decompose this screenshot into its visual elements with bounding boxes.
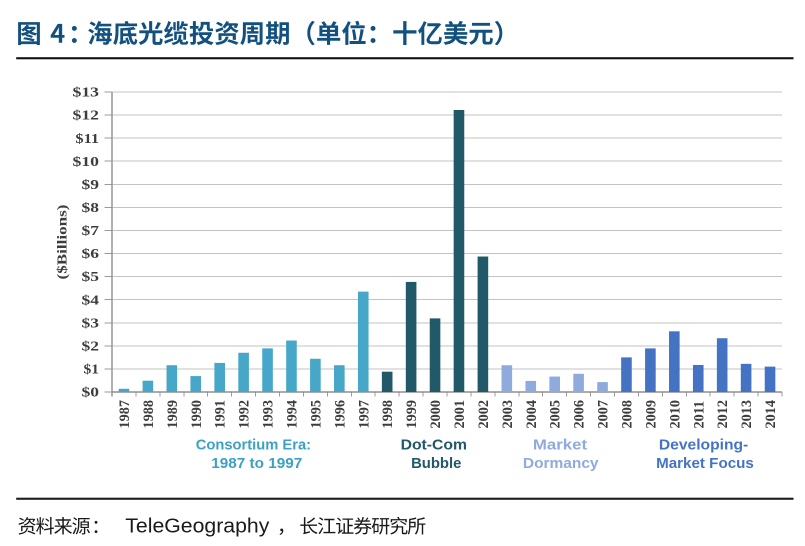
svg-text:1988: 1988 — [141, 400, 157, 428]
svg-text:2004: 2004 — [523, 399, 539, 428]
svg-text:Bubble: Bubble — [411, 456, 461, 472]
svg-text:2009: 2009 — [643, 400, 659, 428]
svg-text:Dot-Com: Dot-Com — [401, 437, 467, 453]
svg-text:2011: 2011 — [691, 401, 707, 429]
svg-text:1989: 1989 — [165, 400, 181, 428]
svg-text:$6: $6 — [82, 247, 100, 262]
svg-text:1998: 1998 — [380, 400, 396, 428]
svg-text:$0: $0 — [82, 385, 100, 400]
svg-text:2012: 2012 — [715, 400, 731, 428]
svg-text:2003: 2003 — [500, 400, 516, 428]
svg-text:$2: $2 — [82, 339, 100, 354]
svg-text:$7: $7 — [82, 224, 100, 239]
svg-text:$10: $10 — [73, 155, 100, 170]
svg-text:$3: $3 — [82, 316, 100, 331]
svg-text:2010: 2010 — [667, 400, 683, 428]
svg-text:1995: 1995 — [308, 400, 324, 428]
svg-text:$8: $8 — [82, 201, 100, 216]
svg-text:2007: 2007 — [595, 400, 611, 428]
svg-text:1999: 1999 — [404, 400, 420, 428]
svg-text:2006: 2006 — [571, 400, 587, 428]
svg-text:1990: 1990 — [188, 400, 204, 428]
svg-text:2014: 2014 — [763, 399, 779, 428]
svg-text:$12: $12 — [73, 109, 100, 124]
svg-text:2000: 2000 — [428, 400, 444, 428]
svg-text:2005: 2005 — [547, 400, 563, 428]
svg-text:Consortium Era:: Consortium Era: — [196, 437, 311, 453]
svg-text:($Billions): ($Billions) — [55, 205, 70, 280]
svg-text:TeleGeography: TeleGeography — [125, 515, 270, 537]
svg-text:1992: 1992 — [236, 400, 252, 428]
svg-text:1993: 1993 — [260, 400, 276, 428]
svg-text:1987 to 1997: 1987 to 1997 — [211, 456, 302, 472]
svg-text:Dormancy: Dormancy — [523, 455, 599, 471]
svg-text:Market Focus: Market Focus — [656, 456, 754, 472]
svg-text:1994: 1994 — [284, 399, 300, 428]
svg-text:2008: 2008 — [619, 400, 635, 428]
svg-text:$13: $13 — [73, 85, 100, 100]
svg-text:Market: Market — [533, 437, 588, 453]
svg-text:1996: 1996 — [332, 400, 348, 428]
svg-text:Developing-: Developing- — [659, 437, 748, 453]
svg-text:$5: $5 — [82, 270, 100, 285]
svg-text:2001: 2001 — [452, 400, 468, 428]
svg-text:1997: 1997 — [356, 400, 372, 428]
svg-text:$9: $9 — [82, 178, 100, 193]
svg-text:$1: $1 — [84, 362, 99, 377]
svg-text:1991: 1991 — [212, 400, 228, 428]
svg-text:$11: $11 — [75, 132, 99, 146]
svg-text:1987: 1987 — [117, 400, 133, 428]
svg-text:$4: $4 — [82, 293, 100, 308]
svg-text:2013: 2013 — [739, 400, 755, 428]
svg-text:2002: 2002 — [476, 400, 492, 428]
